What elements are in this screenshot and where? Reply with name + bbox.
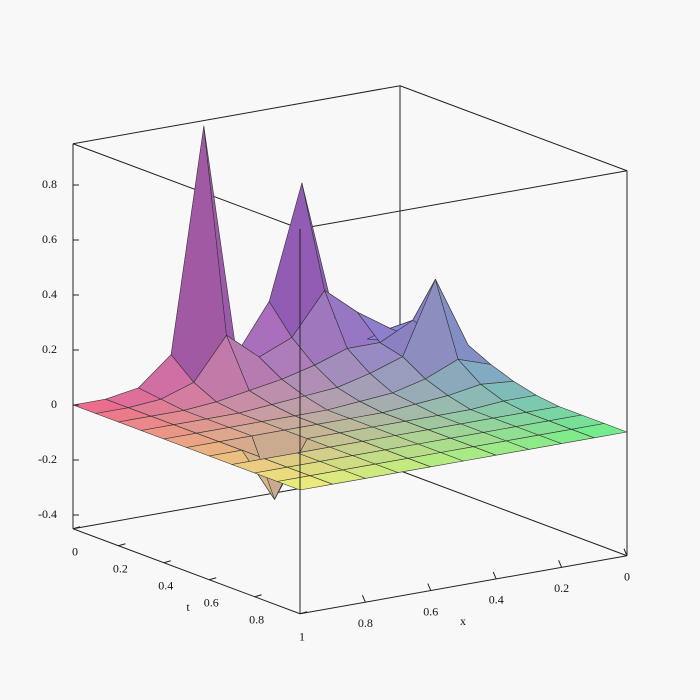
z-tick-label: 0: [51, 397, 57, 411]
z-tick-label: 0.2: [42, 342, 57, 356]
t-tick: [118, 543, 126, 547]
z-tick-label: -0.2: [38, 452, 57, 466]
z-tick-label: 0.8: [42, 177, 57, 191]
z-tick-label: 0.4: [42, 287, 57, 301]
surface-patch: [571, 423, 628, 439]
t-tick-label: 0: [72, 545, 78, 559]
t-tick-label: 0.4: [158, 579, 173, 593]
axis-label: t: [186, 600, 190, 614]
x-tick: [427, 583, 432, 591]
z-tick-label: -0.4: [38, 507, 57, 521]
box-edge: [399, 85, 628, 172]
x-tick-label: 0.4: [489, 593, 504, 607]
box-edge: [72, 528, 301, 615]
x-tick: [623, 548, 628, 556]
box-edge: [299, 555, 628, 615]
box-edge: [399, 470, 628, 557]
t-tick: [72, 526, 81, 530]
x-tick: [558, 560, 563, 568]
t-tick: [209, 577, 217, 581]
t-tick: [163, 560, 171, 564]
box-edge: [299, 170, 628, 230]
x-tick-label: 0.8: [358, 616, 373, 630]
x-tick-label: 0: [624, 570, 630, 584]
z-tick-label: 0.6: [42, 232, 57, 246]
box-edge: [72, 85, 401, 145]
t-tick: [299, 611, 308, 615]
t-tick-label: 0.8: [249, 613, 264, 627]
axis-label: x: [460, 614, 466, 628]
x-tick-label: 0.6: [423, 604, 438, 618]
x-tick: [492, 571, 497, 580]
x-tick-label: 0.2: [554, 581, 569, 595]
t-tick-label: 1: [299, 630, 305, 644]
box-edge: [72, 143, 301, 230]
t-tick-label: 0.2: [113, 562, 128, 576]
x-tick: [361, 594, 366, 603]
t-tick: [254, 594, 262, 598]
t-tick-label: 0.6: [204, 596, 219, 610]
